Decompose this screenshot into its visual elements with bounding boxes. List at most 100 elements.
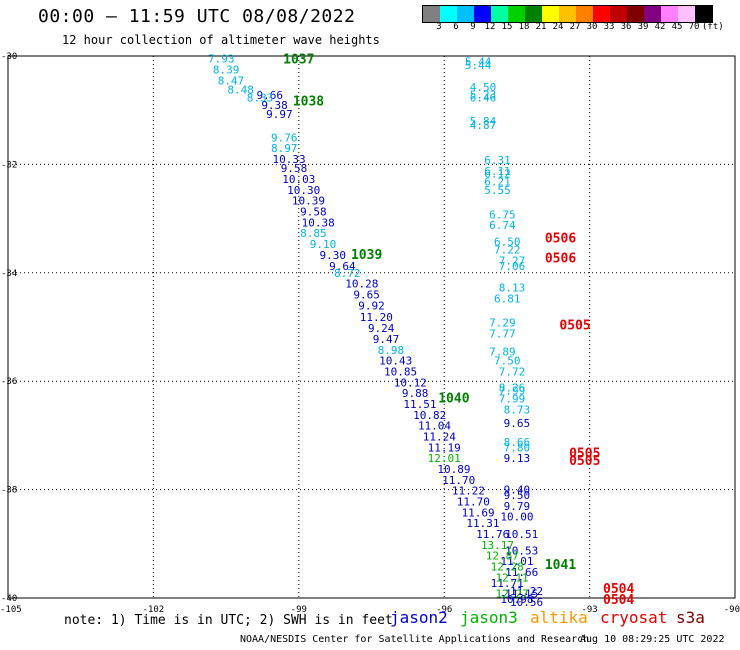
wave-height-label: 9.65 [504, 417, 531, 430]
wave-height-label: 8.47 [218, 74, 245, 87]
wave-height-label: 11.66 [505, 566, 538, 579]
pass-annotation: 0506 [545, 232, 576, 247]
wave-height-label: 7.99 [499, 384, 526, 397]
color-scale-tick: 18 [518, 22, 530, 32]
wave-height-label: 7.06 [499, 260, 526, 273]
wave-height-label: 10.39 [292, 195, 325, 208]
mission-label-s3a: s3a [676, 608, 705, 627]
wave-height-label: 10.33 [273, 153, 306, 166]
color-swatch [474, 6, 491, 22]
wave-height-label: 11.51 [403, 398, 436, 411]
wave-height-label: 6.50 [494, 235, 521, 248]
wave-height-label: 9.40 [504, 484, 531, 497]
color-swatch [440, 6, 457, 22]
wave-height-label: 7.89 [489, 345, 516, 358]
color-swatch [457, 6, 474, 22]
wave-height-label: 8.26 [499, 382, 526, 395]
wave-height-label: 8.98 [378, 344, 405, 357]
wave-height-label: 8.73 [504, 403, 531, 416]
mission-label-jason3: jason3 [460, 608, 518, 627]
y-tick-label: -38 [1, 486, 17, 496]
color-scale-bar [422, 5, 713, 23]
color-scale-tick: 42 [654, 22, 666, 32]
color-swatch [593, 6, 610, 22]
wave-height-label: 6.11 [484, 165, 511, 178]
color-scale-tick: 36 [620, 22, 632, 32]
wave-height-label: 10.53 [505, 544, 538, 557]
color-swatch [508, 6, 525, 22]
color-scale-tick: 15 [501, 22, 513, 32]
wave-height-label: 6.81 [494, 292, 521, 305]
wave-height-label: 5.55 [484, 184, 511, 197]
wave-height-label: 11.24 [423, 430, 456, 443]
wave-height-label: 5.44 [465, 59, 492, 72]
color-scale-tick: 45 [671, 22, 683, 32]
wave-height-label: 11.04 [418, 420, 451, 433]
color-scale-tick: 33 [603, 22, 615, 32]
color-swatch [491, 6, 508, 22]
wave-height-label: 8.48 [227, 84, 254, 97]
wave-height-label: 9.88 [402, 387, 429, 400]
wave-height-label: 11.20 [360, 311, 393, 324]
color-scale-tick: 12 [484, 22, 496, 32]
wave-height-label: 9.24 [368, 322, 395, 335]
wave-height-label: 6.75 [489, 208, 516, 221]
color-scale-tick: 9 [470, 22, 476, 32]
generation-timestamp: Aug 10 08:29:25 UTC 2022 [580, 634, 725, 645]
wave-height-label: 9.66 [256, 89, 283, 102]
pass-annotation: 1040 [438, 391, 469, 406]
y-tick-label: -30 [1, 52, 17, 62]
wave-height-label: 11.70 [442, 474, 475, 487]
pass-annotation: 1037 [283, 53, 314, 68]
wave-height-label: 9.97 [266, 108, 293, 121]
mission-label-altika: altika [530, 608, 588, 627]
color-swatch [559, 6, 576, 22]
wave-height-label: 7.50 [494, 355, 521, 368]
color-scale-tick: 27 [569, 22, 581, 32]
wave-height-label: 8.13 [499, 281, 526, 294]
credit-line: NOAA/NESDIS Center for Satellite Applica… [240, 634, 590, 645]
wave-height-label: 10.85 [384, 365, 417, 378]
color-swatch [542, 6, 559, 22]
color-scale-unit: (ft) [702, 22, 724, 32]
wave-height-label: 8.97 [271, 142, 298, 155]
color-swatch [695, 6, 712, 22]
color-scale-tick: 30 [586, 22, 598, 32]
wave-height-label: 6.12 [484, 168, 511, 181]
wave-height-label: 10.56 [510, 596, 543, 609]
wave-height-label: 5.44 [465, 55, 492, 68]
wave-height-label: 9.58 [300, 206, 327, 219]
wave-height-label: 13.17 [481, 539, 514, 552]
pass-annotation: 0504 [603, 593, 634, 608]
mission-label-jason2: jason2 [390, 608, 448, 627]
y-tick-label: -32 [1, 160, 17, 170]
wave-height-label: 9.76 [271, 131, 298, 144]
wave-height-label: 11.22 [452, 485, 485, 498]
wave-height-label: 12.28 [491, 561, 524, 574]
wave-height-label: 11.22 [510, 585, 543, 598]
wave-height-label: 6.31 [484, 154, 511, 167]
x-tick-label: -102 [143, 605, 165, 615]
wave-height-label: 7.77 [489, 328, 516, 341]
color-scale-tick: 6 [453, 22, 459, 32]
wave-height-label: 5.23 [470, 88, 497, 101]
wave-height-label: 10.38 [302, 216, 335, 229]
wave-height-label: 6.21 [484, 176, 511, 189]
wave-height-label: 7.22 [494, 243, 521, 256]
wave-height-label: 9.92 [358, 299, 385, 312]
wave-height-label: 9.65 [353, 288, 380, 301]
color-scale-tick: 70 [688, 22, 700, 32]
x-tick-label: -105 [0, 605, 22, 615]
wave-height-label: 12.11 [495, 571, 528, 584]
wave-height-label: 8.33 [247, 92, 274, 105]
wave-height-label: 12.01 [428, 452, 461, 465]
wave-height-label: 11.19 [428, 441, 461, 454]
wave-height-label: 12.87 [486, 550, 519, 563]
wave-height-label: 6.74 [489, 219, 516, 232]
wave-height-label: 11.31 [466, 517, 499, 530]
wave-height-label: 9.38 [261, 99, 288, 112]
wave-height-label: 7.29 [489, 317, 516, 330]
y-tick-label: -40 [1, 594, 17, 604]
color-scale-tick: 39 [637, 22, 649, 32]
color-swatch [525, 6, 542, 22]
